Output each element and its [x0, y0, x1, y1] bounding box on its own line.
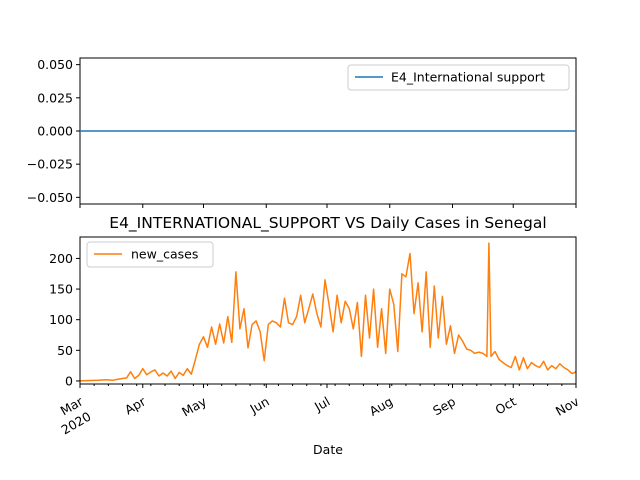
top-y-axis: 0.050 0.025 0.000 −0.025 −0.050 — [27, 57, 80, 205]
x-axis-label: Date — [313, 442, 343, 457]
bottom-x-tick-label: Sep — [430, 394, 458, 419]
bottom-x-tick-label: Aug — [367, 394, 396, 419]
bottom-series-line — [79, 242, 577, 382]
top-y-tick-label: 0.000 — [37, 124, 73, 139]
bottom-y-tick-label: 50 — [57, 343, 73, 358]
top-legend: E4_International support — [347, 64, 570, 91]
bottom-y-tick-label: 100 — [49, 312, 73, 327]
bottom-y-tick-label: 150 — [49, 282, 73, 297]
bottom-x-tick-label: Oct — [493, 394, 519, 418]
top-legend-box — [347, 64, 570, 91]
top-y-tick-label: −0.025 — [27, 157, 73, 172]
bottom-y-axis: 0 50 100 150 200 — [49, 251, 80, 388]
bottom-x-tick-label: Jul — [311, 394, 332, 415]
bottom-subplot: E4_INTERNATIONAL_SUPPORT VS Daily Cases … — [49, 214, 582, 457]
top-y-tick-label: −0.050 — [27, 190, 73, 205]
bottom-y-tick-label: 200 — [49, 251, 73, 266]
bottom-x-tick-label: Apr — [122, 393, 149, 417]
bottom-legend: new_cases — [86, 241, 214, 268]
top-y-tick-label: 0.025 — [37, 90, 73, 105]
chart-title: E4_INTERNATIONAL_SUPPORT VS Daily Cases … — [109, 214, 546, 233]
bottom-y-tick-label: 0 — [65, 373, 73, 388]
bottom-axes-frame — [79, 236, 577, 385]
bottom-plot-area — [79, 242, 577, 382]
bottom-x-tick-label: May — [179, 393, 209, 419]
top-x-axis — [79, 204, 577, 208]
top-subplot: 0.050 0.025 0.000 −0.025 −0.050 E4_Internati… — [27, 57, 577, 208]
top-legend-label: E4_International support — [391, 70, 545, 85]
bottom-legend-label: new_cases — [131, 247, 198, 262]
bottom-legend-box — [86, 241, 214, 268]
top-y-tick-label: 0.050 — [37, 57, 73, 72]
bottom-x-tick-label: Nov — [553, 393, 582, 418]
bottom-x-tick-label: Jun — [246, 394, 271, 417]
